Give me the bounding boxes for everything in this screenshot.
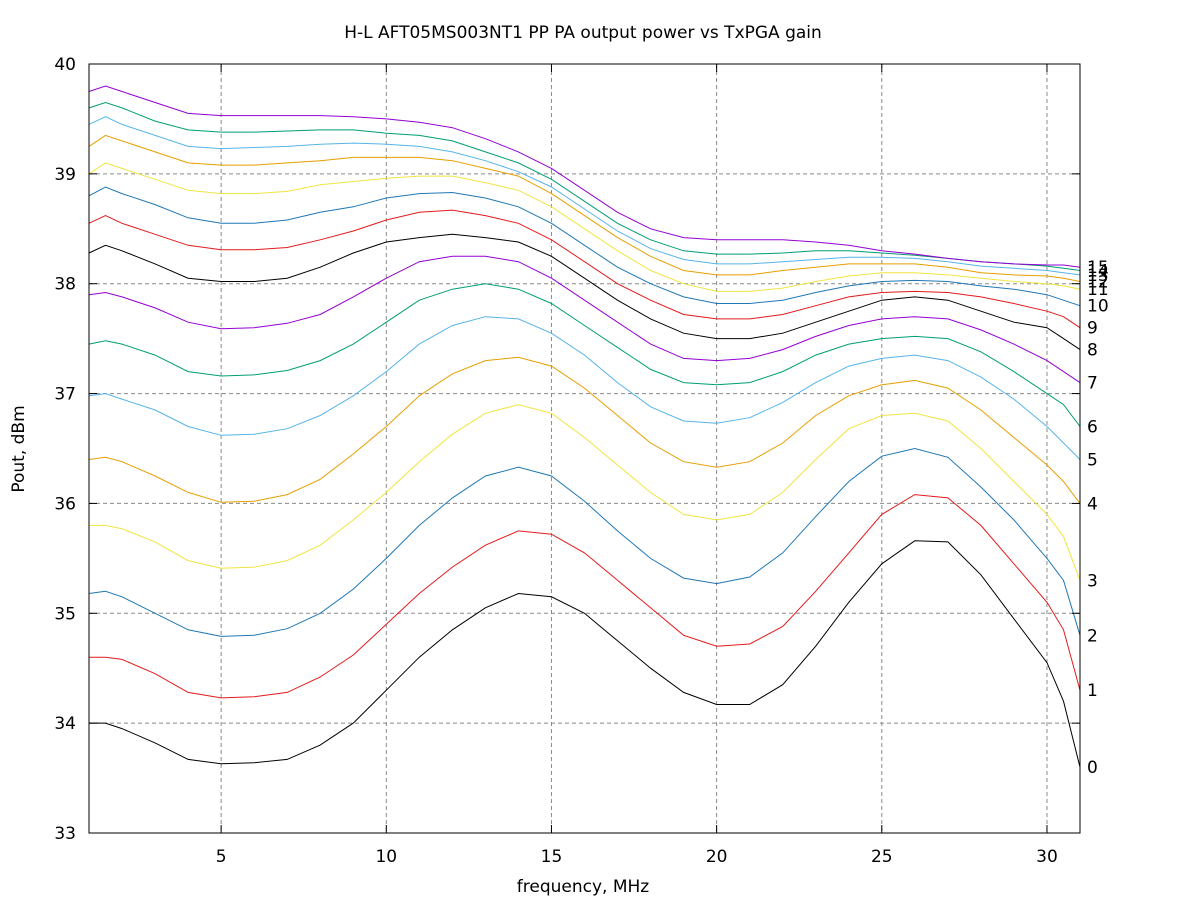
series-label-11: 11 xyxy=(1087,280,1109,300)
x-tick-label: 20 xyxy=(706,847,728,867)
tick-labels: 5 10 15 20 25 30 33 34 35 36 37 38 39 40 xyxy=(54,55,1080,867)
y-tick-label: 38 xyxy=(54,275,76,295)
series-label-5: 5 xyxy=(1087,451,1098,471)
series-label-8: 8 xyxy=(1087,341,1098,361)
series-layer xyxy=(88,85,1081,768)
y-axis-label: Pout, dBm xyxy=(9,405,29,492)
series-label-15: 15 xyxy=(1087,258,1109,278)
y-tick-label: 35 xyxy=(54,604,76,624)
y-tick-label: 33 xyxy=(54,824,76,844)
series-label-4: 4 xyxy=(1087,494,1098,514)
x-tick-label: 30 xyxy=(1036,847,1058,867)
plot-frame xyxy=(88,63,1081,834)
series-label-2: 2 xyxy=(1087,626,1098,646)
y-tick-label: 34 xyxy=(54,714,76,734)
y-tick-label: 40 xyxy=(54,55,76,75)
series-line-12 xyxy=(88,134,1081,282)
series-line-2 xyxy=(88,447,1081,637)
series-line-13 xyxy=(88,116,1081,276)
x-tick-label: 25 xyxy=(871,847,893,867)
series-line-1 xyxy=(89,494,1081,699)
series-label-0: 0 xyxy=(1087,758,1098,778)
series-line-8 xyxy=(88,233,1081,351)
series-label-1: 1 xyxy=(1087,681,1098,701)
series-line-15 xyxy=(88,85,1081,268)
series-line-9 xyxy=(88,209,1081,329)
series-label-13: 13 xyxy=(1087,266,1109,286)
y-tick-label: 36 xyxy=(54,494,76,514)
series-label-10: 10 xyxy=(1087,297,1109,317)
series-line-10 xyxy=(88,186,1081,307)
series-label-14: 14 xyxy=(1087,262,1109,282)
x-axis-label: frequency, MHz xyxy=(517,877,650,897)
series-label-9: 9 xyxy=(1087,319,1098,339)
series-label-3: 3 xyxy=(1087,571,1098,591)
y-tick-label: 39 xyxy=(54,165,76,185)
y-tick-label: 37 xyxy=(54,385,76,405)
series-line-4 xyxy=(88,356,1081,504)
chart-title: H-L AFT05MS003NT1 PP PA output power vs … xyxy=(344,23,822,43)
series-line-6 xyxy=(88,283,1081,427)
grid xyxy=(89,64,1080,833)
x-tick-label: 5 xyxy=(216,847,227,867)
x-tick-label: 10 xyxy=(375,847,397,867)
series-line-11 xyxy=(88,162,1081,292)
x-tick-label: 15 xyxy=(541,847,563,867)
series-label-7: 7 xyxy=(1087,374,1098,394)
series-label-6: 6 xyxy=(1087,418,1098,438)
series-line-0 xyxy=(89,540,1081,768)
series-line-5 xyxy=(88,316,1081,460)
series-line-3 xyxy=(89,404,1081,581)
series-line-7 xyxy=(88,255,1081,384)
series-label-12: 12 xyxy=(1087,273,1109,293)
